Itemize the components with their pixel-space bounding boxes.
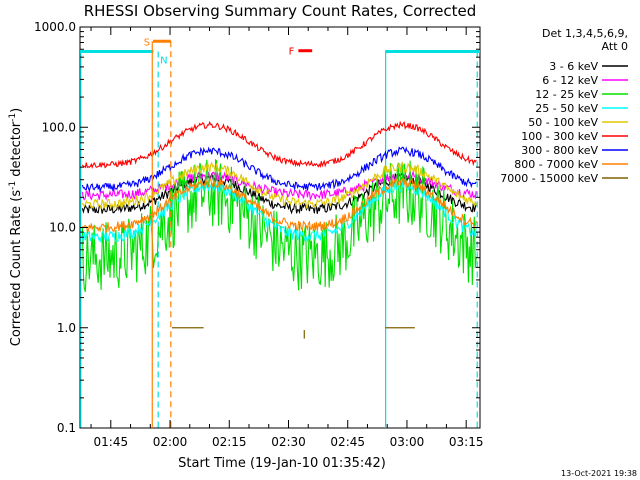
legend-entry-label: 3 - 6 keV xyxy=(549,60,598,73)
x-axis-label: Start Time (19-Jan-10 01:35:42) xyxy=(178,456,386,471)
x-tick-label: 03:00 xyxy=(390,435,425,449)
marker-layer: SN F xyxy=(144,37,415,428)
y-tick-label: 1000.0 xyxy=(34,20,76,34)
x-axis: 01:45 02:00 02:15 02:30 02:45 03:00 03:15 xyxy=(90,27,484,449)
series-line-7 xyxy=(81,177,477,234)
legend-entry-label: 25 - 50 keV xyxy=(535,102,598,115)
series-line-5 xyxy=(81,120,477,169)
y-tick-label: 100.0 xyxy=(42,120,76,134)
series-line-2 xyxy=(81,158,477,293)
y-tick-label: 10.0 xyxy=(49,221,76,235)
chart-title: RHESSI Observing Summary Count Rates, Co… xyxy=(84,2,477,20)
s-marker-label: S xyxy=(144,37,150,48)
legend-title-line2: Att 0 xyxy=(602,40,628,53)
legend-entry-label: 800 - 7000 keV xyxy=(514,158,598,171)
series-layer xyxy=(81,120,477,293)
f-marker-label: F xyxy=(289,47,295,58)
legend-title-line1: Det 1,3,4,5,6,9, xyxy=(542,27,628,40)
footer-date: 13-Oct-2021 19:38 xyxy=(561,469,637,478)
x-tick-label: 01:45 xyxy=(94,435,129,449)
y-tick-label: 0.1 xyxy=(57,421,76,435)
x-tick-label: 03:15 xyxy=(449,435,484,449)
y-tick-label: 1.0 xyxy=(57,321,76,335)
legend-entry-label: 300 - 800 keV xyxy=(521,144,598,157)
series-line-4 xyxy=(81,161,477,211)
legend-entry-label: 50 - 100 keV xyxy=(528,116,598,129)
series-line-6 xyxy=(81,146,477,194)
n-marker-label: N xyxy=(160,55,167,66)
x-tick-label: 02:30 xyxy=(271,435,306,449)
legend-entry-label: 7000 - 15000 keV xyxy=(500,172,598,185)
series-line-3 xyxy=(81,178,477,244)
x-tick-label: 02:45 xyxy=(330,435,365,449)
y-axis: 0.1 1.0 10.0 100.0 1000.0 xyxy=(34,20,480,435)
legend-entry-label: 6 - 12 keV xyxy=(542,74,598,87)
y-axis-label: Corrected Count Rate (s-1 detector-1) xyxy=(8,108,24,346)
legend-entry-label: 12 - 25 keV xyxy=(535,88,598,101)
x-tick-label: 02:15 xyxy=(212,435,247,449)
saa-layer xyxy=(80,49,480,428)
x-tick-label: 02:00 xyxy=(153,435,188,449)
legend-entry-label: 100 - 300 keV xyxy=(521,130,598,143)
